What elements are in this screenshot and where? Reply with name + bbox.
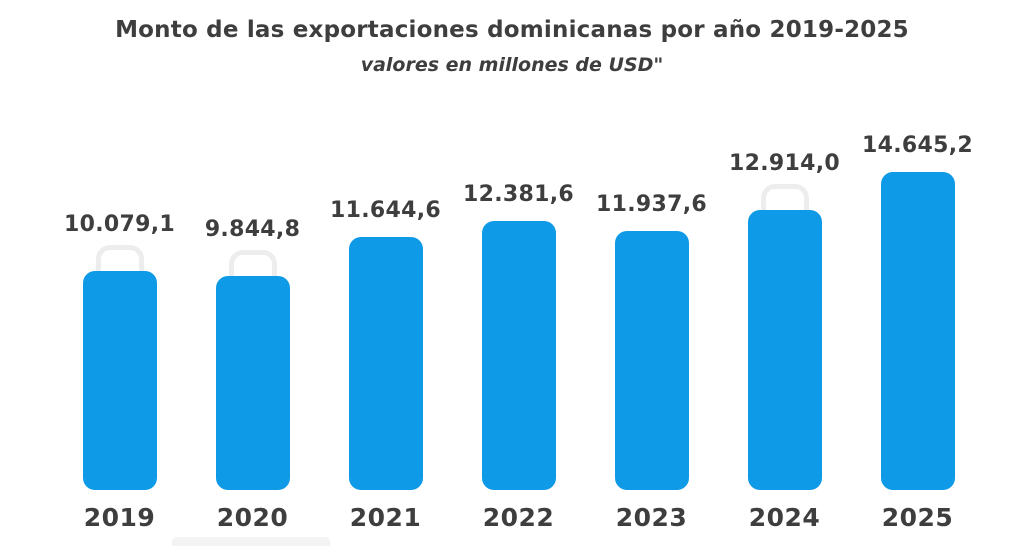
- chart-title: Monto de las exportaciones dominicanas p…: [115, 17, 909, 43]
- bar-2020: [215, 276, 290, 490]
- bar-2024: [747, 210, 822, 490]
- bar-column-2019: 10.079,1 2019: [53, 172, 186, 532]
- bar-column-2022: 12.381,6 2022: [452, 172, 585, 532]
- bar-2021: [348, 237, 423, 490]
- bar-column-2024: 12.914,0 2024: [718, 151, 851, 532]
- year-label-2024: 2024: [748, 503, 821, 532]
- value-label-2021: 11.644,6: [330, 198, 441, 223]
- chart-subtitle: valores en millones de USD": [360, 54, 664, 76]
- year-label-2025: 2025: [881, 503, 954, 532]
- year-label-2020: 2020: [216, 503, 289, 532]
- bar-2022: [481, 221, 556, 490]
- bar-2025: [880, 172, 955, 490]
- bar-column-2020: 9.844,8 2020: [186, 172, 319, 532]
- value-label-2024: 12.914,0: [729, 151, 840, 176]
- year-label-2022: 2022: [482, 503, 555, 532]
- bar-column-2023: 11.937,6 2023: [585, 172, 718, 532]
- value-label-2022: 12.381,6: [463, 182, 574, 207]
- value-label-2020: 9.844,8: [204, 217, 301, 242]
- bar-column-2025: 14.645,2 2025: [851, 133, 984, 532]
- bar-column-2021: 11.644,6 2021: [319, 172, 452, 532]
- value-label-2019: 10.079,1: [64, 212, 175, 237]
- value-label-2025: 14.645,2: [862, 133, 973, 158]
- year-label-2021: 2021: [349, 503, 422, 532]
- bar-2019: [82, 271, 157, 490]
- year-label-2019: 2019: [83, 503, 156, 532]
- value-label-2023: 11.937,6: [596, 192, 707, 217]
- bar-2023: [614, 231, 689, 490]
- plot-area: 10.079,1 2019 9.844,8 2020 11.644,6 2021 12.38…: [53, 133, 984, 532]
- watermark-artifact: [172, 537, 330, 546]
- year-label-2023: 2023: [615, 503, 688, 532]
